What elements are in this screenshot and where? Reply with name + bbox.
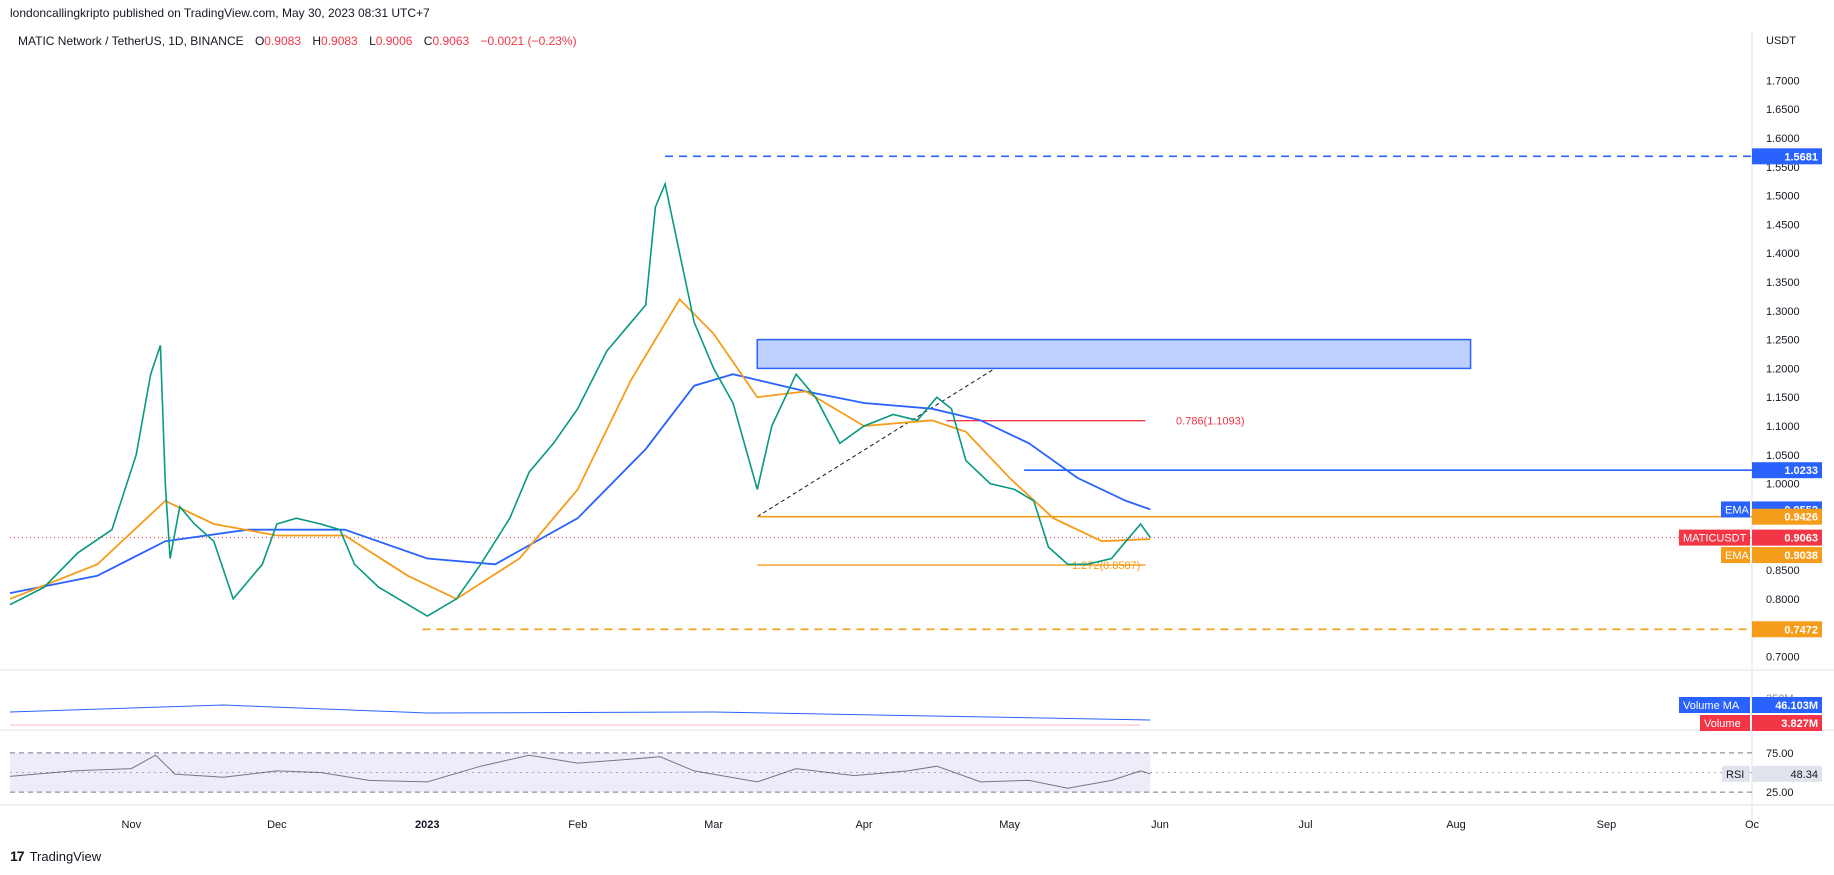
volume-ma-badge-prefix: Volume MA	[1683, 700, 1740, 712]
low-label: L	[369, 34, 376, 48]
y-tick-10: 1.2000	[1766, 363, 1800, 375]
x-tick-7: Jun	[1151, 819, 1169, 831]
volume-ma-line	[9, 704, 1151, 721]
last-price-badge-prefix-bg	[1679, 529, 1750, 546]
volume-ma-badge-bg	[1752, 697, 1822, 713]
y-tick-17: 1.5500	[1766, 162, 1800, 174]
trend-line	[757, 367, 996, 518]
high-value: 0.9083	[321, 34, 358, 48]
high-label: H	[312, 34, 322, 48]
volume-badge-bg	[1752, 715, 1822, 731]
level-badge-0: 1.5681	[1784, 151, 1818, 163]
last-price-badge-prefix: MATICUSDT	[1683, 533, 1747, 545]
rsi-lower-tick: 25.00	[1766, 787, 1794, 799]
x-tick-4: Mar	[704, 819, 723, 831]
x-tick-3: Feb	[568, 819, 587, 831]
y-tick-13: 1.3500	[1766, 277, 1800, 289]
y-tick-19: 1.6500	[1766, 104, 1800, 116]
fib-label-1: 1.272(0.8587)	[1072, 560, 1141, 572]
ema-badge-1: 0.9038	[1784, 550, 1818, 562]
footer: 17 TradingView	[10, 848, 101, 864]
rsi-upper-tick: 75.00	[1766, 748, 1794, 760]
fib-label-0: 0.786(1.1093)	[1176, 416, 1245, 428]
y-tick-18: 1.6000	[1766, 133, 1800, 145]
volume-ma-badge-prefix-bg	[1679, 697, 1750, 713]
tradingview-logo-icon[interactable]: 17	[10, 848, 25, 864]
ema-badge-1-prefix: EMA	[1725, 550, 1750, 562]
y-tick-0: 0.7000	[1766, 651, 1800, 663]
level-badge-1: 1.0233	[1784, 465, 1818, 477]
currency-label: USDT	[1766, 35, 1796, 47]
y-tick-11: 1.2500	[1766, 335, 1800, 347]
x-tick-11: Oc	[1745, 819, 1760, 831]
x-tick-9: Aug	[1446, 819, 1466, 831]
y-tick-20: 1.7000	[1766, 75, 1800, 87]
level-badge-1-bg	[1752, 462, 1822, 479]
symbol-ohlc-line: MATIC Network / TetherUS, 1D, BINANCE O0…	[18, 34, 577, 48]
volume-badge-prefix: Volume	[1704, 718, 1741, 730]
ema-line-1	[9, 297, 1151, 600]
volume-badge: 3.827M	[1781, 718, 1818, 730]
x-tick-6: May	[999, 819, 1020, 831]
close-value: 0.9063	[432, 34, 470, 48]
low-value: 0.9006	[375, 34, 413, 48]
rsi-name-bg	[1722, 765, 1750, 782]
x-tick-8: Jul	[1299, 819, 1313, 831]
rsi-badge: 48.34	[1790, 769, 1818, 781]
y-tick-15: 1.4500	[1766, 219, 1800, 231]
y-tick-8: 1.1000	[1766, 421, 1800, 433]
price-line	[9, 181, 1151, 618]
symbol-title[interactable]: MATIC Network / TetherUS, 1D, BINANCE	[18, 34, 244, 48]
open-label: O	[254, 34, 265, 48]
price-chart[interactable]: 0.70000.75000.80000.85000.90000.95001.00…	[0, 0, 1834, 840]
x-tick-0: Nov	[122, 819, 142, 831]
x-tick-10: Sep	[1597, 819, 1617, 831]
y-tick-7: 1.0500	[1766, 450, 1800, 462]
x-tick-2: 2023	[415, 819, 439, 831]
volume-badge-prefix-bg	[1700, 715, 1750, 731]
rsi-badge-bg	[1752, 765, 1822, 782]
y-tick-16: 1.5000	[1766, 191, 1800, 203]
y-tick-9: 1.1500	[1766, 392, 1800, 404]
tradingview-brand[interactable]: TradingView	[29, 848, 102, 864]
last-price-badge: 0.9063	[1784, 533, 1818, 545]
y-tick-14: 1.4000	[1766, 248, 1800, 260]
y-tick-3: 0.8500	[1766, 565, 1800, 577]
rsi-name: RSI	[1726, 769, 1744, 781]
published-info: londoncallingkripto published on Trading…	[10, 6, 430, 20]
open-value: 0.9083	[264, 34, 301, 48]
supply-zone	[756, 338, 1472, 370]
ema-badge-1-prefix-bg	[1721, 547, 1750, 564]
level-badge-2-bg	[1752, 508, 1822, 525]
rsi-line	[9, 754, 1151, 789]
ema-badge-0-prefix: EMA	[1725, 504, 1750, 516]
y-tick-6: 1.0000	[1766, 479, 1800, 491]
level-badge-3: 0.7472	[1784, 624, 1818, 636]
level-badge-0-bg	[1752, 148, 1822, 165]
volume-ma-badge: 46.103M	[1775, 700, 1818, 712]
level-badge-3-bg	[1752, 621, 1822, 638]
level-badge-2: 0.9426	[1784, 512, 1818, 524]
last-price-badge-bg	[1752, 529, 1822, 546]
close-label: C	[423, 34, 433, 48]
change-value: −0.0021 (−0.23%)	[480, 34, 577, 48]
ema-badge-0-prefix-bg	[1721, 501, 1750, 518]
y-tick-2: 0.8000	[1766, 594, 1800, 606]
x-tick-1: Dec	[267, 819, 287, 831]
x-tick-5: Apr	[855, 819, 872, 831]
ema-badge-1-bg	[1752, 547, 1822, 564]
y-tick-12: 1.3000	[1766, 306, 1800, 318]
